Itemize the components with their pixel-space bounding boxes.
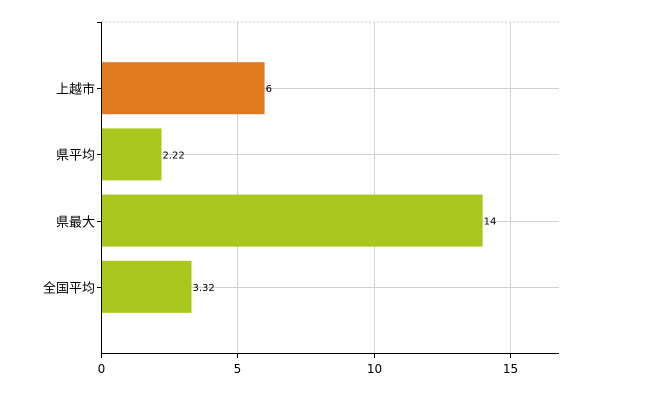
- category-label-上越市: 上越市: [56, 82, 95, 98]
- x-tick-label-10: 10: [367, 362, 382, 376]
- category-label-県平均: 県平均: [56, 149, 95, 164]
- bars-group: [101, 62, 483, 313]
- bar-上越市: [101, 62, 265, 115]
- x-tick-label-0: 0: [98, 362, 106, 376]
- category-label-県最大: 県最大: [56, 216, 95, 231]
- axes-group: [97, 22, 559, 358]
- bar-県平均: [101, 128, 162, 181]
- x-tick-label-5: 5: [234, 362, 242, 376]
- data-label-県最大: 14: [484, 217, 497, 228]
- data-label-全国平均: 3.32: [193, 283, 215, 294]
- bar-全国平均: [101, 260, 192, 313]
- data-label-県平均: 2.22: [163, 150, 185, 161]
- bar-県最大: [101, 194, 483, 247]
- category-label-全国平均: 全国平均: [43, 281, 95, 297]
- data-label-上越市: 6: [266, 84, 272, 95]
- x-tick-label-15: 15: [503, 362, 518, 376]
